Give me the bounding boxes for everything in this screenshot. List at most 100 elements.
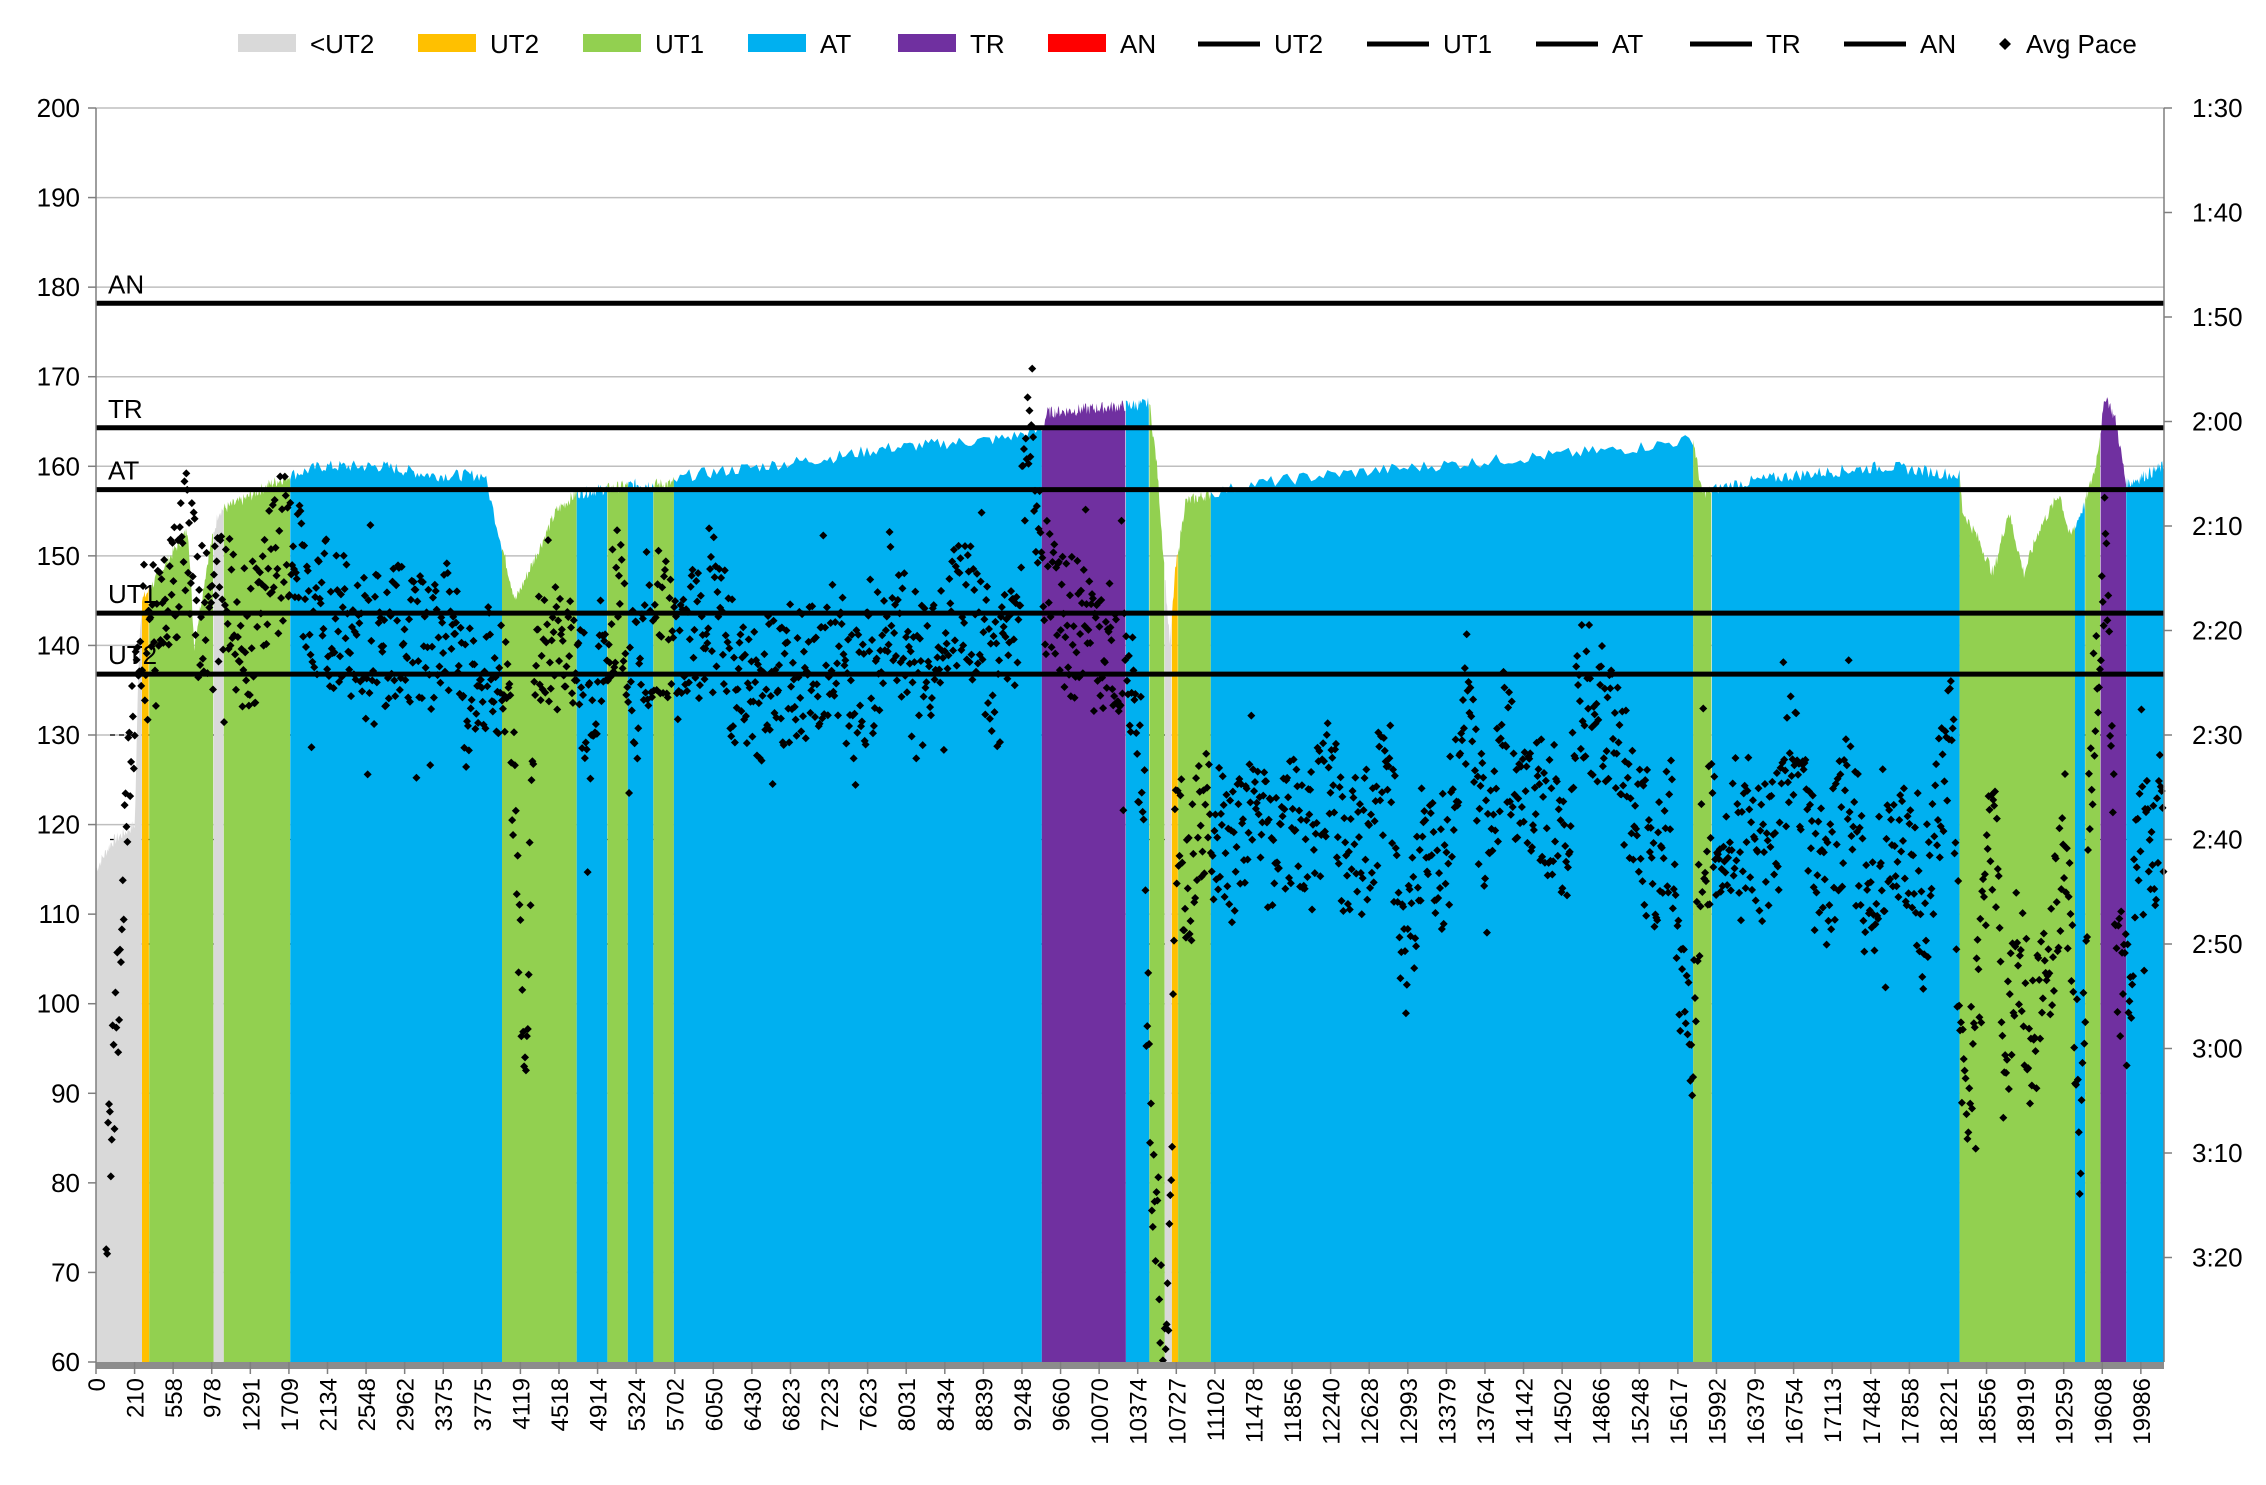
avg-pace-marker [485,608,494,617]
avg-pace-marker [2117,907,2126,916]
avg-pace-marker [1750,834,1759,843]
avg-pace-marker [774,686,783,695]
avg-pace-marker [1194,761,1203,770]
avg-pace-marker [1516,762,1525,771]
avg-pace-marker [728,595,737,604]
avg-pace-marker [1496,734,1505,743]
avg-pace-marker [1707,760,1716,769]
avg-pace-marker [1706,833,1715,842]
avg-pace-marker [1044,598,1053,607]
avg-pace-marker [2013,938,2022,947]
avg-pace-marker [2153,858,2162,867]
avg-pace-marker [675,626,684,635]
avg-pace-marker [915,634,924,643]
avg-pace-marker [1783,778,1792,787]
avg-pace-marker [1480,881,1489,890]
avg-pace-marker [1988,885,1997,894]
avg-pace-marker [1603,693,1612,702]
avg-pace-marker [787,682,796,691]
avg-pace-marker [1868,858,1877,867]
x-tick-label: 11478 [1241,1378,1268,1443]
avg-pace-marker [1426,809,1435,818]
avg-pace-marker [1764,901,1773,910]
avg-pace-marker [518,985,527,994]
avg-pace-marker [1098,673,1107,682]
zone-label-at: AT [108,456,139,486]
avg-pace-marker [466,704,475,713]
avg-pace-marker [1545,755,1554,764]
avg-pace-marker [1210,826,1219,835]
avg-pace-marker [1612,749,1621,758]
x-tick-label: 13379 [1434,1378,1461,1445]
avg-pace-marker [263,620,272,629]
avg-pace-marker [2039,929,2048,938]
avg-pace-marker [567,689,576,698]
avg-pace-marker [903,688,912,697]
avg-pace-marker [2031,1047,2040,1056]
avg-pace-marker [1411,934,1420,943]
avg-pace-marker [557,625,566,634]
avg-pace-marker [1505,688,1514,697]
avg-pace-marker [1986,857,1995,866]
avg-pace-marker [1040,616,1049,625]
avg-pace-marker [996,738,1005,747]
avg-pace-marker [697,612,706,621]
avg-pace-marker [926,711,935,720]
avg-pace-marker [628,606,637,615]
avg-pace-marker [690,625,699,634]
avg-pace-marker [586,774,595,783]
avg-pace-marker [686,582,695,591]
avg-pace-marker [1274,864,1283,873]
avg-pace-marker [139,581,148,590]
avg-pace-marker [1440,841,1449,850]
avg-pace-marker [2046,1010,2055,1019]
avg-pace-marker [636,654,645,663]
avg-pace-marker [813,692,822,701]
avg-pace-marker [189,508,198,517]
avg-pace-marker [1165,1219,1174,1228]
avg-pace-marker [925,662,934,671]
avg-pace-marker [411,585,420,594]
avg-pace-marker [930,675,939,684]
avg-pace-marker [1856,900,1865,909]
avg-pace-marker [1378,788,1387,797]
avg-pace-marker [1743,786,1752,795]
avg-pace-marker [1340,814,1349,823]
avg-pace-marker [685,635,694,644]
avg-pace-marker [946,599,955,608]
avg-pace-marker [1060,682,1069,691]
avg-pace-marker [1401,1009,1410,1018]
avg-pace-marker [505,679,514,688]
avg-pace-marker [443,569,452,578]
avg-pace-marker [919,692,928,701]
avg-pace-marker [1928,799,1937,808]
legend-item: AN [1048,29,1156,59]
avg-pace-marker [1548,870,1557,879]
avg-pace-marker [2136,847,2145,856]
avg-pace-marker [269,583,278,592]
avg-pace-marker [865,647,874,656]
avg-pace-marker [1466,683,1475,692]
avg-pace-marker [1722,812,1731,821]
avg-pace-marker [552,602,561,611]
avg-pace-marker [522,1032,531,1041]
legend-label: AN [1920,29,1956,59]
avg-pace-marker [775,661,784,670]
avg-pace-marker [1451,735,1460,744]
x-tick-label: 11856 [1280,1378,1307,1443]
avg-pace-marker [1200,869,1209,878]
avg-pace-marker [1784,798,1793,807]
avg-pace-marker [1081,505,1090,514]
avg-pace-marker [1478,759,1487,768]
avg-pace-marker [470,660,479,669]
avg-pace-marker [545,658,554,667]
avg-pace-marker [2095,683,2104,692]
avg-pace-marker [441,632,450,641]
avg-pace-marker [1979,892,1988,901]
avg-pace-marker [289,542,298,551]
avg-pace-marker [1373,861,1382,870]
avg-pace-marker [1375,742,1384,751]
avg-pace-marker [1043,562,1052,571]
avg-pace-marker [1449,826,1458,835]
avg-pace-marker [177,532,186,541]
